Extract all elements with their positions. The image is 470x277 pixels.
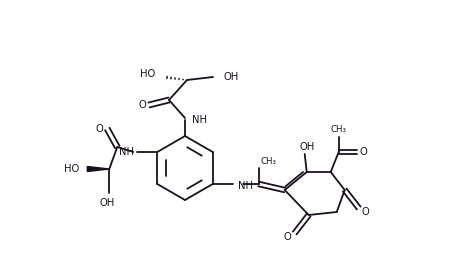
Text: O: O [95, 124, 103, 134]
Text: OH: OH [100, 198, 115, 208]
Polygon shape [87, 166, 110, 171]
Text: O: O [284, 232, 291, 242]
Text: CH₃: CH₃ [261, 157, 277, 165]
Text: OH: OH [299, 142, 314, 152]
Text: NH: NH [119, 147, 134, 157]
Text: HO: HO [140, 69, 155, 79]
Text: NH: NH [192, 115, 207, 125]
Text: O: O [360, 147, 368, 157]
Text: HO: HO [64, 164, 79, 174]
Text: OH: OH [223, 72, 238, 82]
Text: O: O [362, 207, 369, 217]
Text: NH: NH [238, 181, 253, 191]
Text: O: O [138, 100, 146, 110]
Text: CH₃: CH₃ [331, 125, 347, 135]
